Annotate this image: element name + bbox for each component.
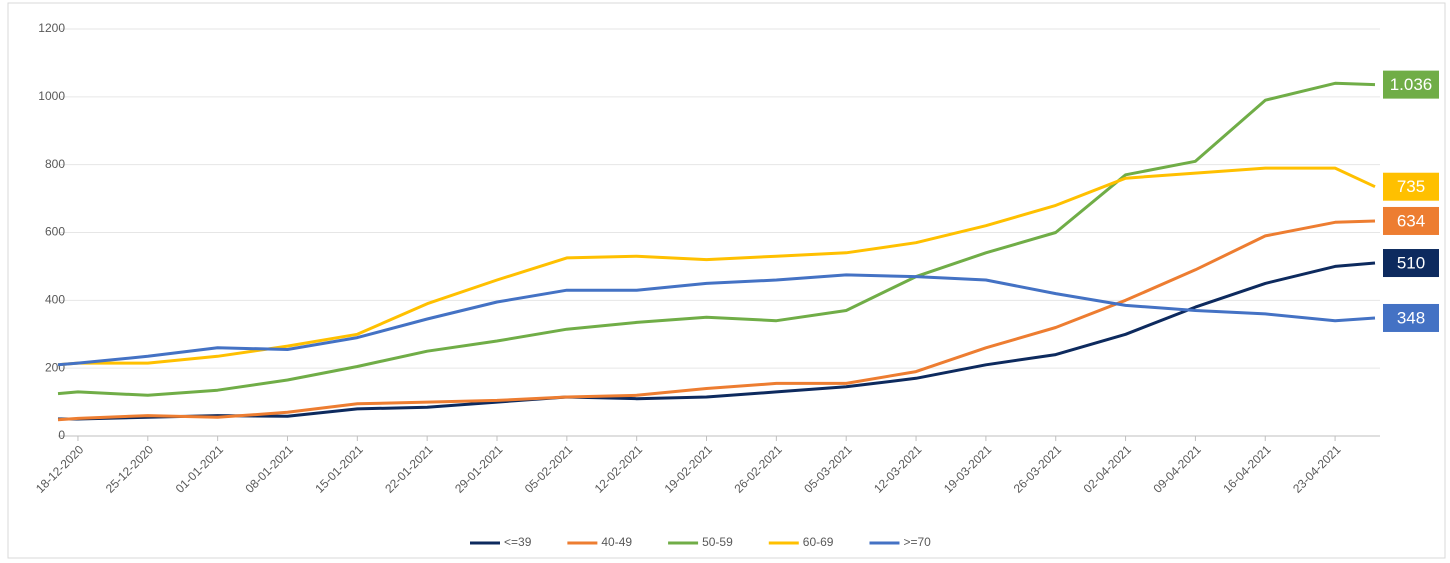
series-line — [57, 219, 1376, 422]
y-tick-label: 1200 — [38, 21, 65, 35]
series-line — [57, 166, 1376, 367]
value-label-box — [1383, 206, 1439, 235]
value-label: 510 — [1397, 254, 1425, 273]
value-label: 1.036 — [1390, 75, 1433, 94]
legend-label: >=70 — [903, 535, 931, 549]
value-label-box — [1383, 303, 1439, 332]
y-tick-label: 0 — [58, 428, 65, 442]
y-tick-label: 800 — [45, 157, 65, 171]
value-label-box — [1383, 172, 1439, 201]
y-tick-label: 200 — [45, 360, 65, 374]
y-tick-label: 400 — [45, 293, 65, 307]
chart-frame — [7, 2, 1446, 559]
legend-label: 60-69 — [803, 535, 834, 549]
legend-label: 50-59 — [702, 535, 733, 549]
y-tick-label: 1000 — [38, 89, 65, 103]
value-label: 634 — [1397, 211, 1425, 230]
y-tick-label: 600 — [45, 225, 65, 239]
value-label-box — [1383, 249, 1439, 278]
series-line — [57, 273, 1376, 367]
legend-label: <=39 — [504, 535, 532, 549]
series-line — [57, 81, 1376, 397]
value-label: 348 — [1397, 308, 1425, 327]
legend-label: 40-49 — [601, 535, 632, 549]
value-label: 735 — [1397, 177, 1425, 196]
value-label-box — [1383, 70, 1439, 99]
